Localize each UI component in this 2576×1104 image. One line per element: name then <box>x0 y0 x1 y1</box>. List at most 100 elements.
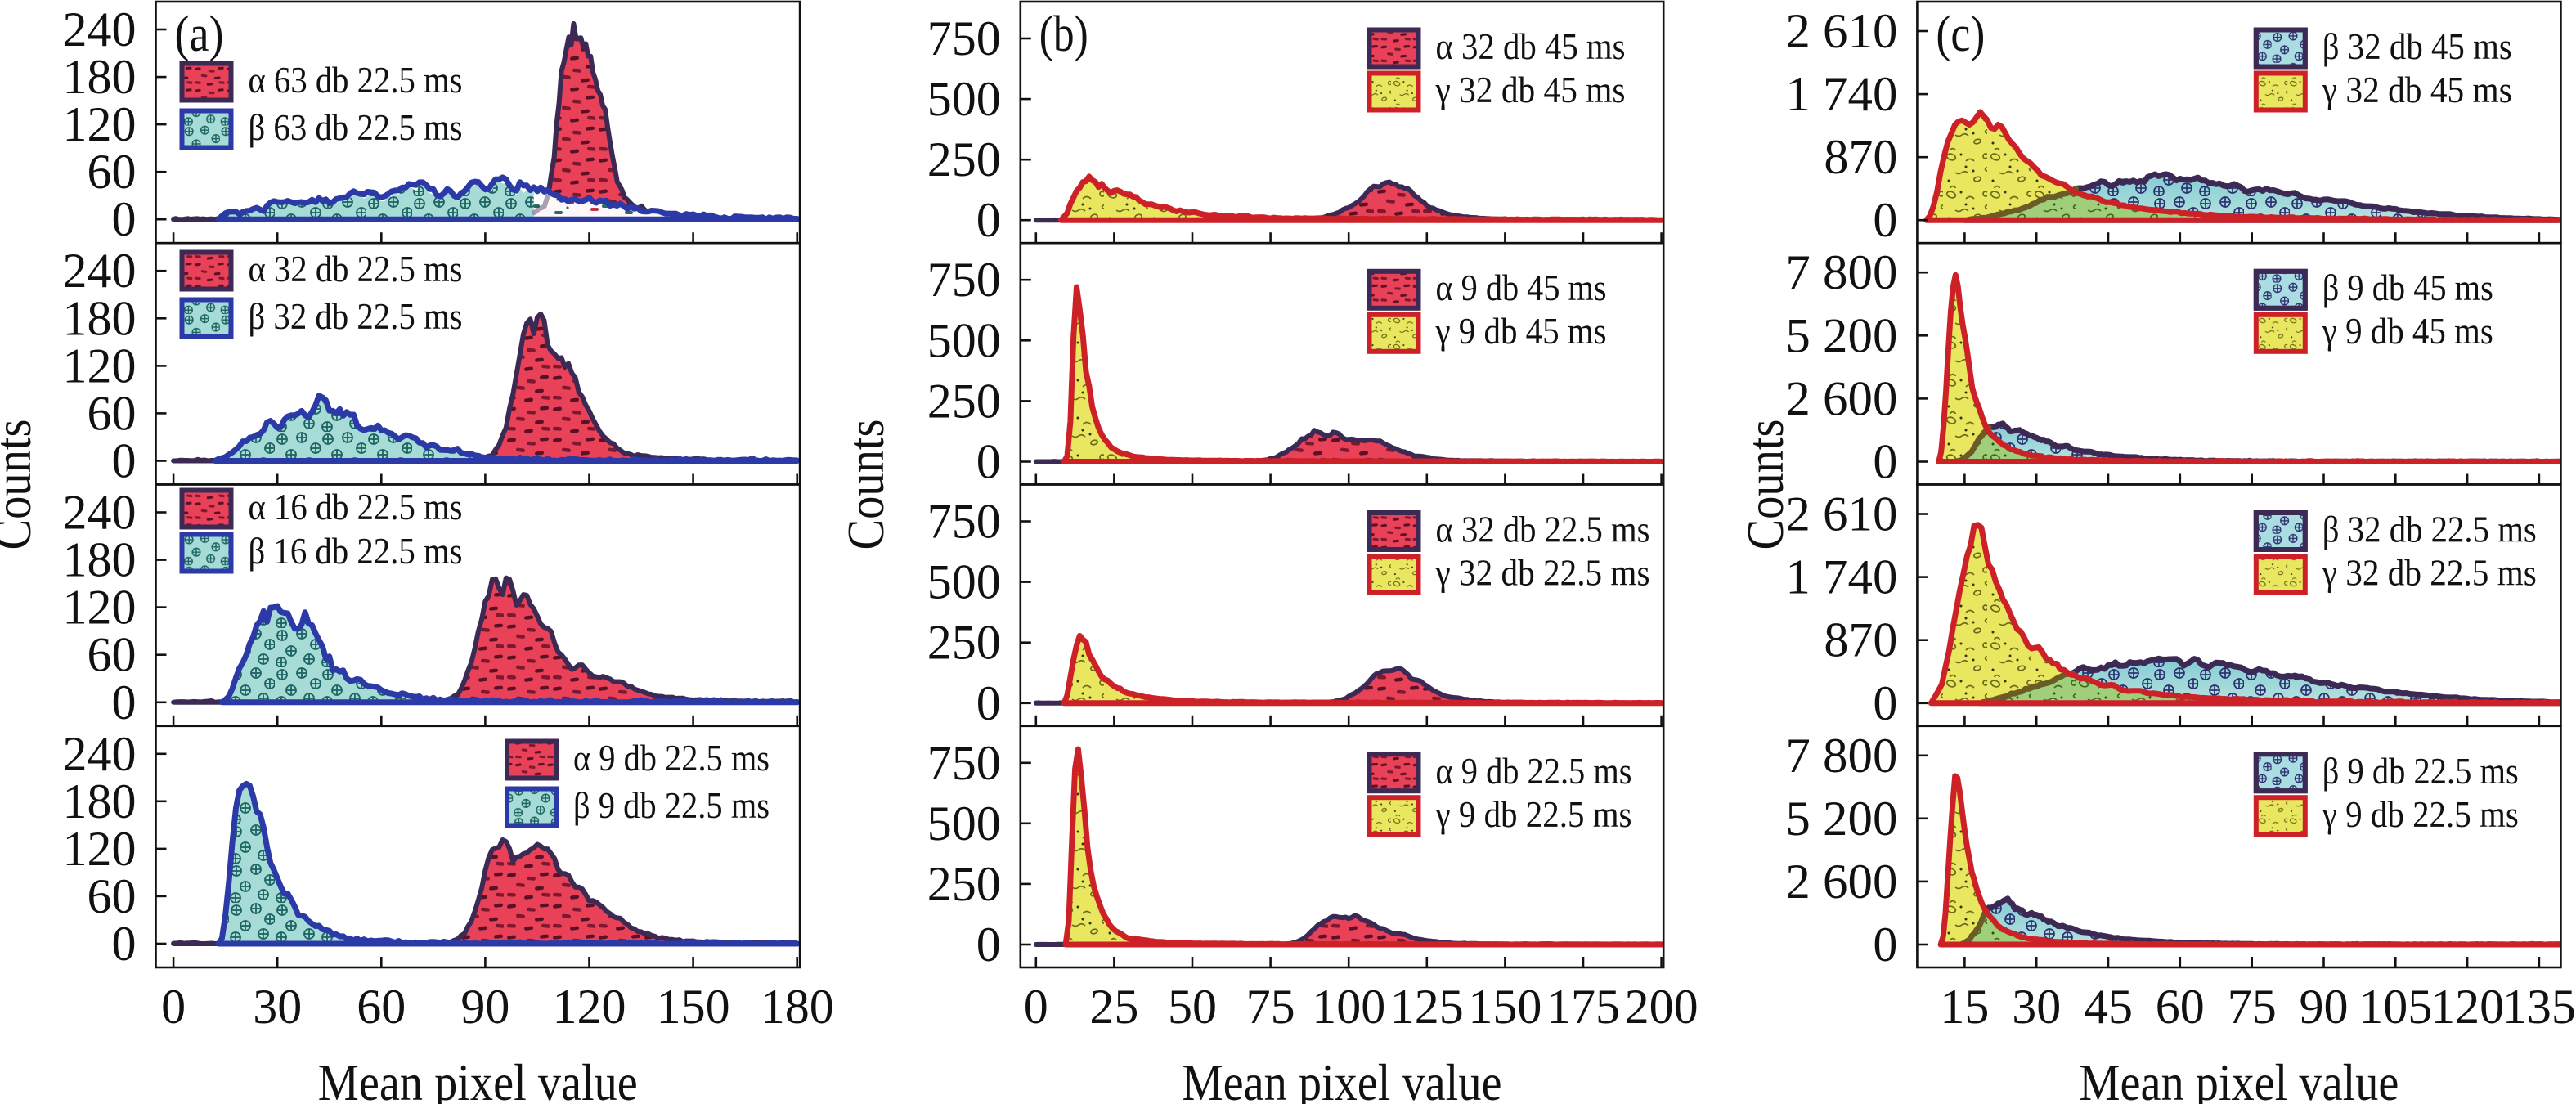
svg-text:125: 125 <box>1390 980 1464 1034</box>
svg-text:500: 500 <box>927 797 1001 850</box>
svg-text:γ 32 db 22.5 ms: γ 32 db 22.5 ms <box>1435 553 1650 594</box>
svg-text:120: 120 <box>63 822 137 876</box>
svg-text:30: 30 <box>2012 980 2061 1034</box>
svg-text:175: 175 <box>1546 980 1620 1034</box>
svg-text:180: 180 <box>63 50 137 104</box>
svg-text:2 600: 2 600 <box>1785 855 1897 909</box>
svg-text:60: 60 <box>88 386 137 440</box>
svg-text:180: 180 <box>63 774 137 828</box>
svg-text:0: 0 <box>112 917 137 971</box>
svg-text:0: 0 <box>112 675 137 729</box>
svg-text:α 32 db 22.5 ms: α 32 db 22.5 ms <box>1436 509 1650 550</box>
svg-text:180: 180 <box>63 291 137 345</box>
svg-text:25: 25 <box>1089 980 1138 1034</box>
svg-text:500: 500 <box>927 313 1001 367</box>
svg-text:Counts: Counts <box>1737 420 1794 550</box>
svg-text:β 9 db 22.5 ms: β 9 db 22.5 ms <box>2322 751 2519 792</box>
svg-text:60: 60 <box>88 145 137 199</box>
svg-text:α 9 db 22.5 ms: α 9 db 22.5 ms <box>1436 751 1632 792</box>
svg-text:7 800: 7 800 <box>1785 245 1897 299</box>
svg-text:120: 120 <box>63 581 137 635</box>
svg-text:240: 240 <box>63 727 137 781</box>
svg-text:50: 50 <box>1168 980 1217 1034</box>
svg-text:500: 500 <box>927 555 1001 609</box>
svg-text:75: 75 <box>1246 980 1295 1034</box>
svg-text:870: 870 <box>1824 130 1897 184</box>
svg-text:β 63 db 22.5 ms: β 63 db 22.5 ms <box>249 107 463 148</box>
svg-text:α 16 db 22.5 ms: α 16 db 22.5 ms <box>249 487 463 527</box>
svg-text:β 9 db 22.5 ms: β 9 db 22.5 ms <box>573 785 770 826</box>
svg-text:0: 0 <box>112 434 137 488</box>
svg-text:250: 250 <box>927 616 1001 670</box>
svg-text:0: 0 <box>1873 918 1897 972</box>
svg-text:1 740: 1 740 <box>1785 67 1897 121</box>
svg-text:(c): (c) <box>1936 7 1985 62</box>
svg-text:0: 0 <box>976 676 1001 730</box>
svg-text:1 740: 1 740 <box>1785 550 1897 604</box>
svg-text:240: 240 <box>63 244 137 298</box>
svg-text:870: 870 <box>1824 613 1897 667</box>
svg-text:150: 150 <box>657 980 730 1034</box>
svg-text:0: 0 <box>976 193 1001 247</box>
svg-text:180: 180 <box>63 533 137 587</box>
svg-text:α 32 db 22.5 ms: α 32 db 22.5 ms <box>249 249 463 289</box>
svg-text:15: 15 <box>1940 980 1989 1034</box>
svg-text:60: 60 <box>357 980 406 1034</box>
svg-text:135: 135 <box>2502 980 2576 1034</box>
svg-text:105: 105 <box>2358 980 2432 1034</box>
svg-text:0: 0 <box>112 192 137 246</box>
svg-text:45: 45 <box>2084 980 2133 1034</box>
svg-text:250: 250 <box>927 374 1001 428</box>
svg-text:β 16 db 22.5 ms: β 16 db 22.5 ms <box>249 531 463 572</box>
svg-text:60: 60 <box>88 628 137 682</box>
svg-text:120: 120 <box>2430 980 2504 1034</box>
svg-text:180: 180 <box>761 980 834 1034</box>
svg-text:γ 9 db 22.5 ms: γ 9 db 22.5 ms <box>1435 794 1632 835</box>
svg-text:750: 750 <box>927 253 1001 307</box>
svg-text:0: 0 <box>1024 980 1048 1034</box>
svg-text:30: 30 <box>253 980 302 1034</box>
svg-text:5 200: 5 200 <box>1785 308 1897 362</box>
svg-text:(a): (a) <box>175 7 224 62</box>
svg-text:0: 0 <box>1873 676 1897 730</box>
svg-text:Counts: Counts <box>0 420 42 550</box>
svg-text:7 800: 7 800 <box>1785 729 1897 783</box>
svg-text:0: 0 <box>976 918 1001 972</box>
svg-text:γ 9 db 45 ms: γ 9 db 45 ms <box>2322 311 2493 352</box>
svg-text:0: 0 <box>1873 193 1897 247</box>
svg-text:β 32 db 22.5 ms: β 32 db 22.5 ms <box>249 296 463 337</box>
svg-text:120: 120 <box>63 339 137 393</box>
svg-text:120: 120 <box>63 97 137 151</box>
svg-text:60: 60 <box>88 869 137 923</box>
svg-text:α 32 db 45 ms: α 32 db 45 ms <box>1436 26 1626 67</box>
svg-text:150: 150 <box>1468 980 1542 1034</box>
svg-text:Mean pixel value: Mean pixel value <box>1183 1054 1502 1104</box>
svg-text:240: 240 <box>63 2 137 56</box>
svg-text:Mean pixel value: Mean pixel value <box>2079 1054 2399 1104</box>
svg-text:0: 0 <box>1873 435 1897 489</box>
svg-text:α 9 db 45 ms: α 9 db 45 ms <box>1436 267 1607 308</box>
svg-text:90: 90 <box>460 980 509 1034</box>
svg-text:γ 32 db 45 ms: γ 32 db 45 ms <box>2322 70 2512 110</box>
svg-text:90: 90 <box>2300 980 2349 1034</box>
svg-text:2 610: 2 610 <box>1785 487 1897 541</box>
svg-text:γ 9 db 22.5 ms: γ 9 db 22.5 ms <box>2322 794 2519 835</box>
svg-text:β 32 db 45 ms: β 32 db 45 ms <box>2322 26 2512 67</box>
svg-text:60: 60 <box>2156 980 2205 1034</box>
svg-text:240: 240 <box>63 486 137 540</box>
svg-text:0: 0 <box>976 435 1001 489</box>
svg-text:α 63 db 22.5 ms: α 63 db 22.5 ms <box>249 60 463 101</box>
svg-text:500: 500 <box>927 72 1001 126</box>
svg-text:0: 0 <box>161 980 186 1034</box>
svg-text:120: 120 <box>553 980 626 1034</box>
svg-text:Mean pixel value: Mean pixel value <box>318 1054 638 1104</box>
svg-text:(b): (b) <box>1039 7 1088 62</box>
svg-text:5 200: 5 200 <box>1785 792 1897 846</box>
svg-text:75: 75 <box>2228 980 2277 1034</box>
svg-text:200: 200 <box>1625 980 1699 1034</box>
svg-text:γ 32 db 22.5 ms: γ 32 db 22.5 ms <box>2322 553 2537 594</box>
svg-text:β 9 db 45 ms: β 9 db 45 ms <box>2322 267 2493 308</box>
svg-text:α 9 db 22.5 ms: α 9 db 22.5 ms <box>573 738 770 779</box>
svg-text:γ 32 db 45 ms: γ 32 db 45 ms <box>1435 70 1626 110</box>
svg-text:γ 9 db 45 ms: γ 9 db 45 ms <box>1435 311 1607 352</box>
